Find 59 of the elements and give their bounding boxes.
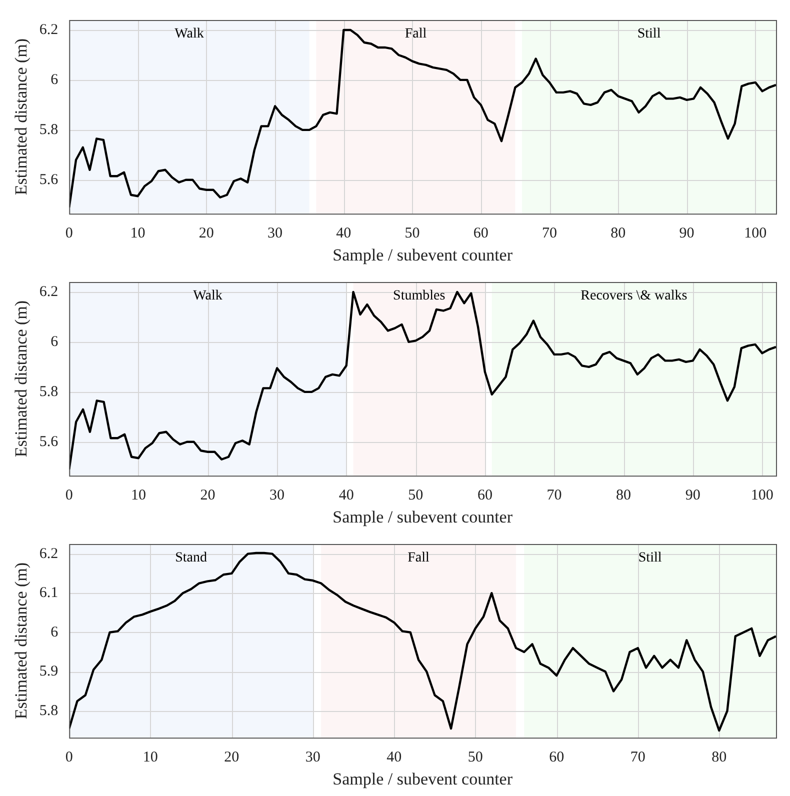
y-tick-label: 5.8 <box>39 122 58 138</box>
x-axis-title: Sample / subevent counter <box>332 245 513 264</box>
x-tick-label: 20 <box>198 226 214 242</box>
y-tick-label: 6.2 <box>39 284 58 300</box>
x-tick-label: 90 <box>679 226 694 242</box>
x-tick-label: 30 <box>268 226 283 242</box>
y-tick-label: 5.9 <box>39 664 58 680</box>
y-tick-label: 6 <box>50 624 59 640</box>
y-tick-label: 6.2 <box>39 546 58 562</box>
x-tick-label: 100 <box>744 226 767 242</box>
y-tick-label: 6 <box>50 334 59 350</box>
y-tick-label: 6.2 <box>39 22 58 38</box>
x-tick-label: 60 <box>549 750 564 766</box>
x-tick-label: 90 <box>685 488 700 504</box>
y-tick-label: 6.1 <box>39 585 58 602</box>
x-tick-label: 50 <box>468 750 483 766</box>
y-tick-label: 5.8 <box>39 384 58 400</box>
band-label: Recovers \& walks <box>580 288 688 304</box>
y-axis-title: Estimated distance (m) <box>12 562 31 720</box>
band-label: Fall <box>408 550 430 566</box>
x-tick-label: 0 <box>65 750 73 766</box>
x-tick-label: 60 <box>473 226 488 242</box>
band-label: Still <box>638 550 662 566</box>
y-tick-label: 5.6 <box>39 172 59 188</box>
x-tick-label: 20 <box>224 750 240 766</box>
x-tick-label: 80 <box>616 488 632 504</box>
x-axis-title: Sample / subevent counter <box>332 769 513 788</box>
x-tick-label: 50 <box>408 488 424 504</box>
x-tick-label: 70 <box>630 750 646 766</box>
x-tick-label: 60 <box>477 488 492 504</box>
band-label: Walk <box>174 26 204 42</box>
y-tick-label: 5.8 <box>39 702 58 719</box>
x-tick-label: 40 <box>336 226 352 242</box>
y-axis-title: Estimated distance (m) <box>12 300 31 458</box>
x-tick-label: 80 <box>712 750 727 766</box>
band-label: Stumbles <box>393 288 446 304</box>
band-label: Stand <box>175 550 207 566</box>
x-tick-label: 0 <box>65 226 73 242</box>
x-tick-label: 40 <box>386 750 402 766</box>
x-tick-label: 70 <box>546 488 562 504</box>
x-tick-label: 50 <box>404 226 420 242</box>
x-tick-label: 30 <box>305 750 320 766</box>
x-tick-label: 20 <box>200 488 216 504</box>
y-axis-title: Estimated distance (m) <box>12 38 31 196</box>
x-axis-title: Sample / subevent counter <box>332 507 513 526</box>
x-tick-label: 10 <box>130 226 146 242</box>
x-tick-label: 10 <box>142 750 158 766</box>
band-label: Walk <box>193 288 222 304</box>
x-tick-label: 70 <box>542 226 558 242</box>
x-tick-label: 10 <box>130 488 146 504</box>
band-label: Fall <box>404 26 427 42</box>
x-tick-label: 30 <box>270 488 285 504</box>
y-tick-label: 5.6 <box>39 434 59 450</box>
x-tick-label: 80 <box>610 226 626 242</box>
y-tick-label: 6 <box>50 72 59 88</box>
x-tick-label: 40 <box>338 488 354 504</box>
x-tick-label: 100 <box>750 488 774 504</box>
band-label: Still <box>637 26 661 42</box>
x-tick-label: 0 <box>65 488 73 504</box>
